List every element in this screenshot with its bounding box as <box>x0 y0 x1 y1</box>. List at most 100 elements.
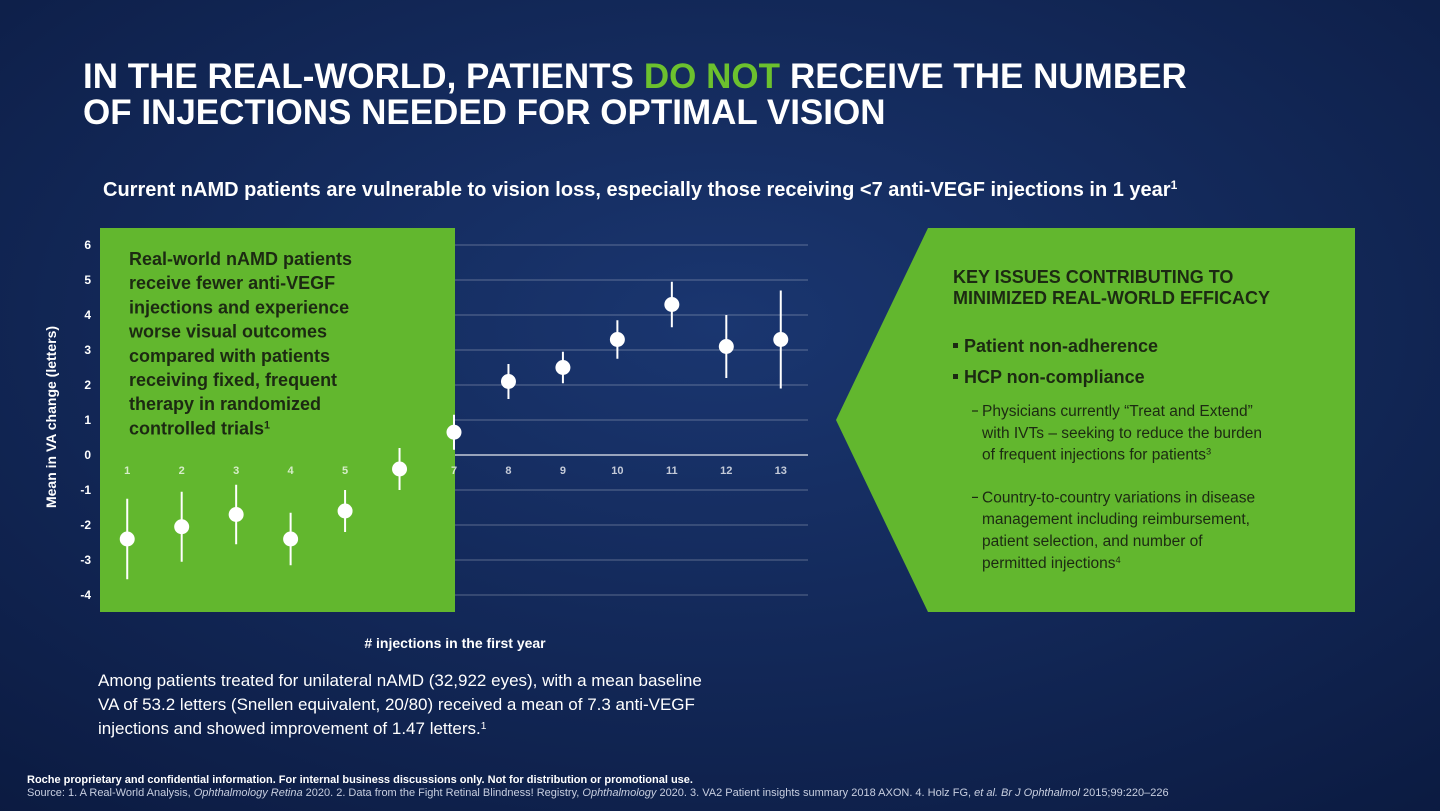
data-point <box>446 424 462 440</box>
x-tick-label: 3 <box>233 465 239 477</box>
data-point <box>119 531 135 547</box>
key-issues-title: KEY ISSUES CONTRIBUTING TO <box>953 267 1233 287</box>
key-issues-title: MINIMIZED REAL-WORLD EFFICACY <box>953 288 1270 308</box>
data-point <box>337 503 353 519</box>
x-tick-label: 12 <box>720 465 732 477</box>
key-issues-panel <box>836 228 1355 612</box>
reference: 4 <box>1116 555 1121 565</box>
data-point <box>500 374 516 389</box>
callout-text: receiving fixed, frequent <box>129 370 337 390</box>
sub-item-line: patient selection, and number of <box>982 533 1203 550</box>
callout-text: worse visual outcomes <box>128 322 327 342</box>
sub-item-text: patient selection, and number of <box>982 533 1203 550</box>
title-text: RECEIVE THE NUMBER <box>790 57 1187 96</box>
reference: 1 <box>264 419 270 431</box>
title-highlight: DO NOT <box>644 57 780 96</box>
sub-item-line: permitted injections4 <box>982 555 1121 572</box>
callout-line: receive fewer anti-VEGF <box>129 273 335 293</box>
data-point <box>283 531 299 547</box>
subtitle: Current nAMD patients are vulnerable to … <box>103 178 1178 201</box>
y-tick-label: -1 <box>80 483 91 497</box>
bullet: HCP non-compliance <box>964 367 1145 387</box>
data-point <box>773 332 789 347</box>
x-tick-label: 7 <box>451 465 457 477</box>
subtitle-text: Current nAMD patients are vulnerable to … <box>103 179 1171 201</box>
y-tick-label: 5 <box>84 273 91 287</box>
callout-line: compared with patients <box>129 346 330 366</box>
y-tick-label: 3 <box>84 343 91 357</box>
sub-item-text: Country-to-country variations in disease <box>982 489 1255 506</box>
sub-item-text: of frequent injections for patients <box>982 447 1206 464</box>
title-line-2: OF INJECTIONS NEEDED FOR OPTIMAL VISION <box>83 93 886 132</box>
bullet-marker <box>953 343 958 348</box>
summary-line: VA of 53.2 letters (Snellen equivalent, … <box>98 695 695 714</box>
x-tick-label: 13 <box>775 465 787 477</box>
x-tick-label: 2 <box>179 465 185 477</box>
reference: 3 <box>1206 447 1211 457</box>
summary: Among patients treated for unilateral nA… <box>98 671 702 738</box>
callout-text: injections and experience <box>129 297 349 317</box>
data-point <box>392 461 408 477</box>
x-tick-label: 4 <box>288 465 295 477</box>
data-point <box>664 297 680 312</box>
bullet-marker <box>953 374 958 379</box>
summary-text: injections and showed improvement of 1.4… <box>98 719 481 738</box>
reference: 1 <box>1171 178 1178 192</box>
callout-line: receiving fixed, frequent <box>129 370 337 390</box>
callout-line: injections and experience <box>129 297 349 317</box>
callout-line: therapy in randomized <box>129 394 321 414</box>
summary-line: Among patients treated for unilateral nA… <box>98 671 702 690</box>
x-axis-label: # injections in the first year <box>364 635 546 651</box>
x-tick-label: 9 <box>560 465 566 477</box>
sub-item-line: Physicians currently “Treat and Extend” <box>982 403 1253 420</box>
y-tick-label: 4 <box>84 308 91 322</box>
sub-item-text: permitted injections <box>982 555 1116 572</box>
y-tick-label: -3 <box>80 553 91 567</box>
source: Source: 1. A Real-World Analysis, Ophtha… <box>27 787 1169 799</box>
sub-item-line: management including reimbursement, <box>982 511 1250 528</box>
source-segment: 2020. 2. Data from the Fight Retinal Bli… <box>303 787 583 799</box>
sub-item-line: of frequent injections for patients3 <box>982 447 1211 464</box>
callout: Real-world nAMD patients receive fewer an… <box>128 249 352 438</box>
sub-item-text: Physicians currently “Treat and Extend” <box>982 403 1253 420</box>
title-text: IN THE REAL-WORLD, PATIENTS <box>83 57 634 96</box>
data-point <box>555 360 571 375</box>
data-point <box>228 507 244 522</box>
x-tick-label: 1 <box>124 465 130 477</box>
data-point <box>174 519 190 535</box>
sub-item-text: with IVTs – seeking to reduce the burden <box>981 425 1262 442</box>
data-point <box>609 332 625 347</box>
callout-line: Real-world nAMD patients <box>129 249 352 269</box>
title-line-1: IN THE REAL-WORLD, PATIENTS DO NOT RECEIVE… <box>83 57 1187 96</box>
sub-item-line: Country-to-country variations in disease <box>982 489 1255 506</box>
callout-text: compared with patients <box>129 346 330 366</box>
source-segment: Ophthalmology <box>582 787 657 799</box>
x-tick-label: 5 <box>342 465 348 477</box>
callout-text: therapy in randomized <box>129 394 321 414</box>
reference: 1 <box>481 721 487 732</box>
source-segment: Source: 1. A Real-World Analysis, <box>27 787 194 799</box>
y-tick-label: 1 <box>84 413 91 427</box>
y-tick-label: 6 <box>84 238 91 252</box>
disclaimer: Roche proprietary and confidential infor… <box>27 774 693 786</box>
callout-text: Real-world nAMD patients <box>129 249 352 269</box>
y-tick-label: -2 <box>80 518 91 532</box>
callout-line: controlled trials1 <box>129 418 270 438</box>
source-segment: et al. Br J Ophthalmol <box>974 787 1080 799</box>
y-axis-label: Mean in VA change (letters) <box>43 326 59 508</box>
bullet: Patient non-adherence <box>964 336 1158 356</box>
x-tick-label: 10 <box>611 465 623 477</box>
summary-line: injections and showed improvement of 1.4… <box>98 719 487 738</box>
callout-text: receive fewer anti-VEGF <box>129 273 335 293</box>
x-tick-label: 8 <box>505 465 511 477</box>
y-tick-label: 2 <box>84 378 91 392</box>
x-tick-label: 11 <box>666 465 678 477</box>
y-tick-label: 0 <box>84 448 91 462</box>
y-tick-label: -4 <box>80 588 91 602</box>
callout-text: controlled trials <box>129 418 264 438</box>
data-point <box>718 339 734 354</box>
